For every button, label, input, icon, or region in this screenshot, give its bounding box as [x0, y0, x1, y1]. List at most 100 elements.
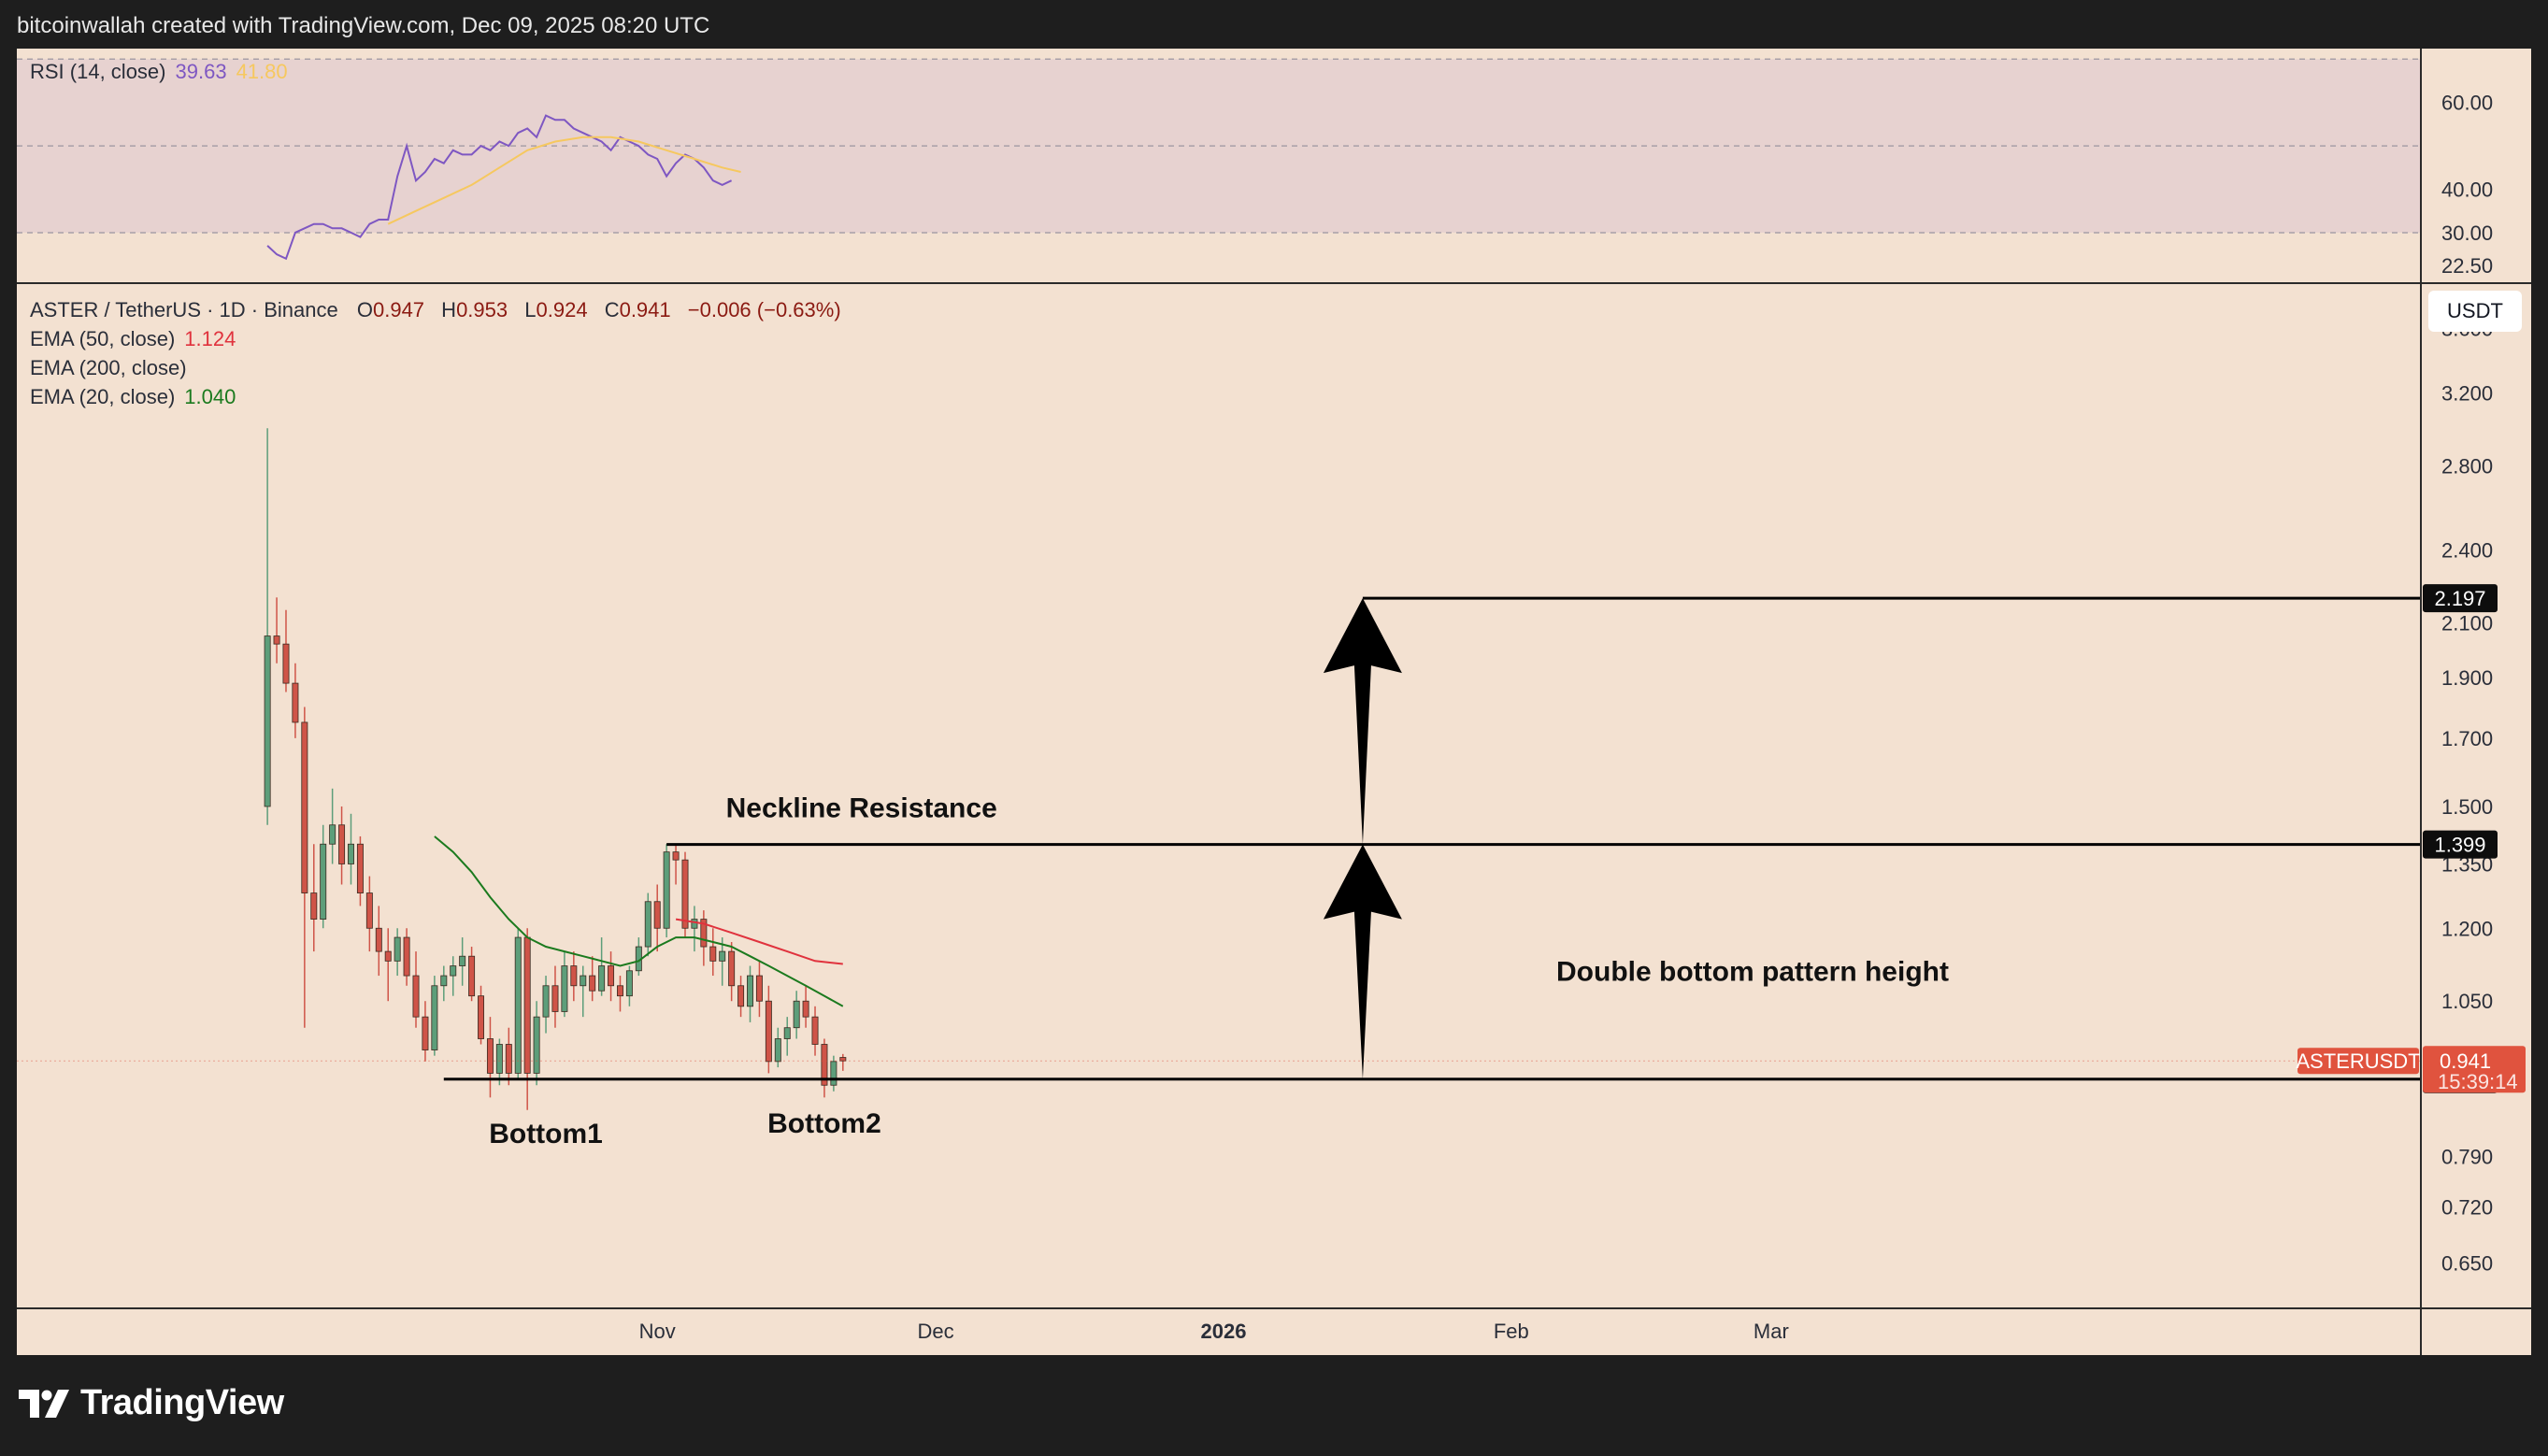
- candle-body: [839, 1057, 847, 1062]
- candle[interactable]: [598, 937, 606, 996]
- candle[interactable]: [589, 956, 596, 1002]
- ema200-legend[interactable]: EMA (200, close): [30, 356, 187, 380]
- candle[interactable]: [468, 947, 476, 1002]
- candle[interactable]: [802, 985, 809, 1028]
- candle[interactable]: [320, 824, 327, 929]
- candle[interactable]: [431, 976, 438, 1056]
- candle[interactable]: [653, 884, 661, 952]
- price-levels[interactable]: [443, 596, 2421, 1081]
- currency-button[interactable]: USDT: [2428, 291, 2522, 332]
- candle-body: [320, 843, 327, 920]
- ema50-legend[interactable]: EMA (50, close) 1.124: [30, 327, 236, 351]
- candle[interactable]: [348, 813, 354, 885]
- candle[interactable]: [719, 937, 726, 986]
- symbol-legend[interactable]: ASTER / TetherUS · 1D · Binance O0.947 H…: [30, 298, 841, 322]
- up-arrow[interactable]: [1323, 844, 1402, 1079]
- tradingview-logo[interactable]: TradingView: [17, 1383, 284, 1423]
- candle[interactable]: [561, 951, 568, 1018]
- candle[interactable]: [292, 663, 299, 738]
- candle-body: [533, 1016, 540, 1074]
- price-level-tag[interactable]: [2423, 584, 2498, 613]
- price-tick-label: 1.050: [2441, 990, 2493, 1013]
- candle[interactable]: [681, 851, 689, 938]
- candle[interactable]: [821, 1038, 828, 1098]
- price-level-tag-text: 1.399: [2434, 834, 2485, 857]
- candle[interactable]: [422, 1001, 429, 1062]
- candle[interactable]: [403, 928, 410, 986]
- candle[interactable]: [765, 985, 772, 1074]
- candle[interactable]: [737, 976, 745, 1018]
- candle[interactable]: [478, 985, 485, 1045]
- rsi-ma-line[interactable]: [387, 136, 741, 225]
- price-level-tag-text: 2.197: [2434, 587, 2485, 610]
- candle[interactable]: [580, 965, 587, 1018]
- currency-label: USDT: [2447, 299, 2503, 322]
- candle[interactable]: [793, 991, 800, 1039]
- candle-body: [486, 1038, 494, 1074]
- symbol-tag[interactable]: [2297, 1048, 2419, 1075]
- candle[interactable]: [450, 956, 457, 996]
- candle[interactable]: [533, 1001, 540, 1086]
- rsi-legend[interactable]: RSI (14, close) 39.63 41.80: [30, 60, 288, 84]
- candle[interactable]: [273, 597, 280, 664]
- price-tick-label: 1.500: [2441, 795, 2493, 819]
- candle[interactable]: [505, 1027, 512, 1086]
- candle[interactable]: [691, 906, 698, 952]
- candle[interactable]: [495, 1038, 503, 1086]
- candle[interactable]: [570, 951, 578, 1002]
- candle[interactable]: [839, 1053, 847, 1071]
- candle[interactable]: [459, 937, 466, 986]
- candle[interactable]: [672, 844, 680, 885]
- last-price-tag[interactable]: [2423, 1046, 2526, 1093]
- candle[interactable]: [617, 976, 623, 1012]
- candle[interactable]: [608, 951, 615, 1002]
- candle[interactable]: [700, 910, 708, 966]
- candle[interactable]: [356, 835, 364, 906]
- price-tick-label: 1.900: [2441, 666, 2493, 690]
- candle[interactable]: [625, 965, 633, 1006]
- candle[interactable]: [663, 844, 670, 938]
- candle[interactable]: [412, 951, 420, 1028]
- candle-body: [431, 985, 438, 1050]
- rsi-pane[interactable]: [266, 114, 741, 261]
- candle[interactable]: [282, 609, 290, 692]
- candle[interactable]: [755, 961, 763, 1018]
- candle[interactable]: [440, 965, 448, 1002]
- candle[interactable]: [551, 965, 559, 1028]
- price-tick-label: 2.100: [2441, 611, 2493, 635]
- candle[interactable]: [365, 876, 373, 952]
- rsi-line[interactable]: [266, 114, 733, 261]
- ema20-legend[interactable]: EMA (20, close) 1.040: [30, 385, 236, 409]
- candle-body: [793, 1000, 800, 1029]
- candle[interactable]: [811, 1006, 819, 1056]
- candle[interactable]: [747, 965, 753, 1022]
- price-level-tag[interactable]: [2423, 830, 2498, 859]
- ema20-line[interactable]: [434, 835, 844, 1007]
- candle[interactable]: [329, 788, 336, 864]
- candle[interactable]: [542, 976, 550, 1034]
- candle-body: [691, 919, 698, 929]
- chart-canvas[interactable]: Neckline Resistance Double bottom pattern…: [0, 0, 2548, 1357]
- candle[interactable]: [514, 928, 522, 1079]
- ema50-line[interactable]: [675, 918, 843, 965]
- candle-body: [653, 901, 661, 929]
- candle[interactable]: [338, 806, 346, 885]
- candle[interactable]: [774, 1027, 781, 1068]
- candle[interactable]: [264, 428, 271, 825]
- candle-body: [440, 975, 448, 987]
- candle[interactable]: [728, 942, 736, 1002]
- up-arrow[interactable]: [1323, 598, 1402, 845]
- candle[interactable]: [644, 892, 651, 957]
- candle[interactable]: [486, 1017, 494, 1098]
- candle[interactable]: [394, 928, 401, 977]
- ema20-label: EMA (20, close): [30, 385, 176, 408]
- candle[interactable]: [709, 928, 717, 977]
- candle[interactable]: [384, 928, 392, 1002]
- candle[interactable]: [301, 707, 308, 1028]
- last-price-value: 0.941: [2440, 1049, 2491, 1073]
- candle[interactable]: [310, 844, 318, 952]
- candle[interactable]: [375, 906, 382, 977]
- price-tick-label: 0.790: [2441, 1145, 2493, 1168]
- candle[interactable]: [783, 1017, 791, 1056]
- candle[interactable]: [830, 1055, 837, 1092]
